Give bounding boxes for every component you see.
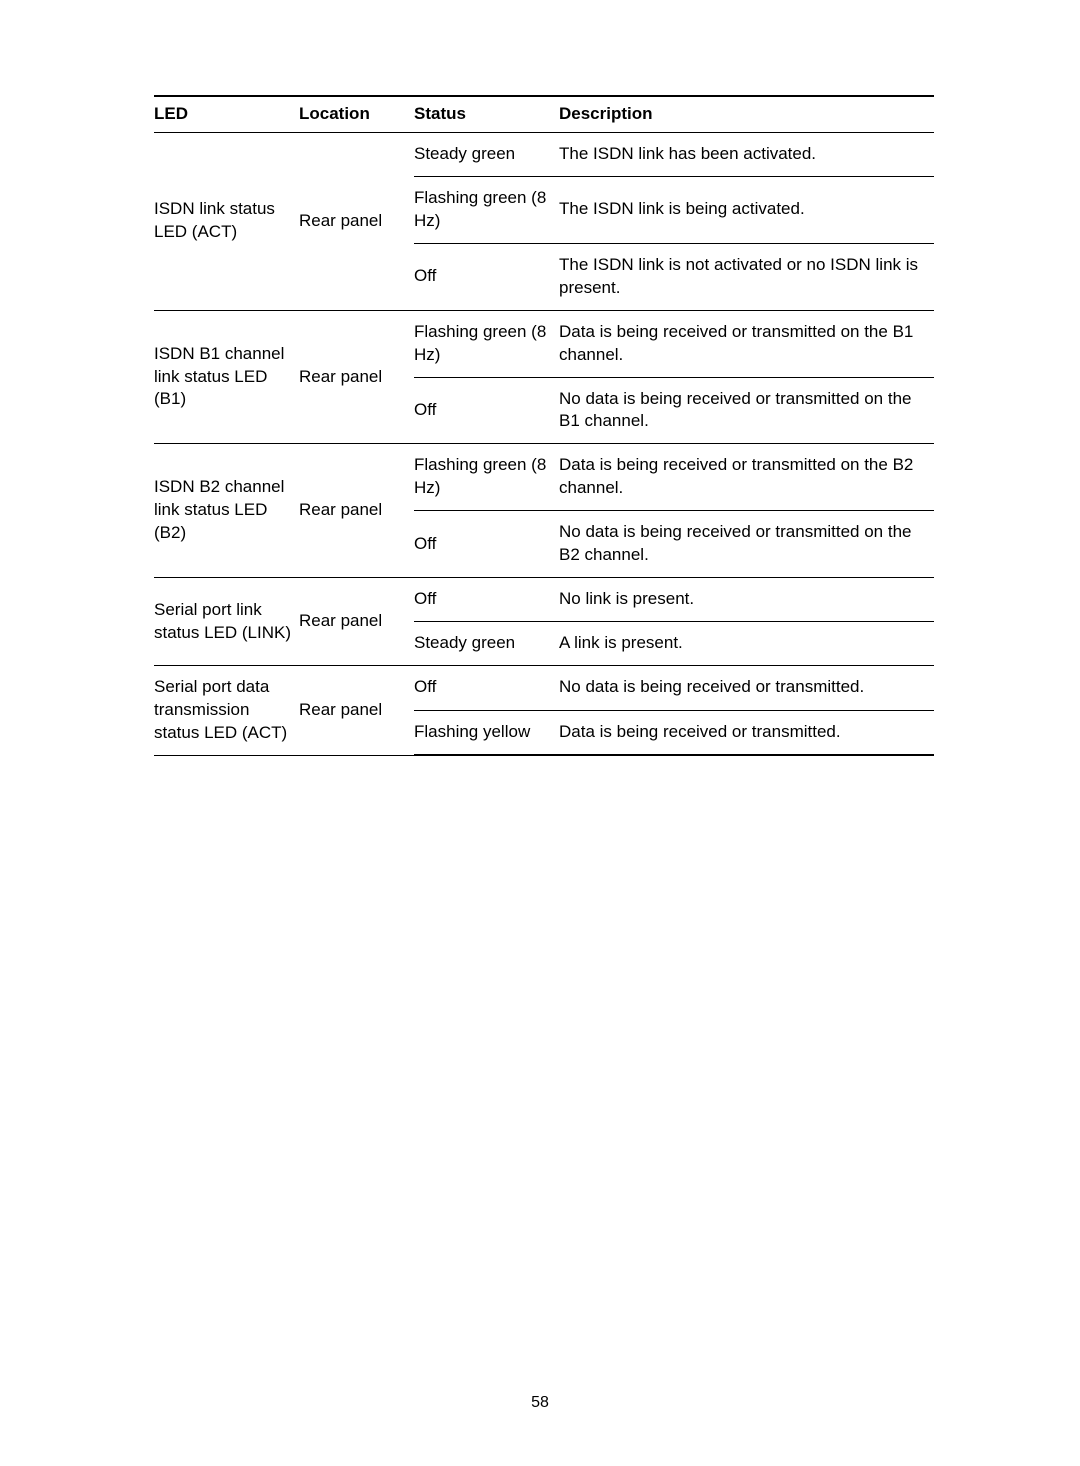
cell-led: ISDN B2 channel link status LED (B2): [154, 444, 299, 578]
cell-led: ISDN B1 channel link status LED (B1): [154, 310, 299, 444]
cell-location: Rear panel: [299, 666, 414, 756]
cell-description: The ISDN link is not activated or no ISD…: [559, 243, 934, 310]
cell-location: Rear panel: [299, 310, 414, 444]
cell-status: Off: [414, 666, 559, 711]
cell-status: Flashing yellow: [414, 710, 559, 755]
cell-description: The ISDN link is being activated.: [559, 176, 934, 243]
cell-led: Serial port data transmission status LED…: [154, 666, 299, 756]
cell-location: Rear panel: [299, 132, 414, 310]
page-number: 58: [0, 1394, 1080, 1412]
cell-status: Flashing green (8 Hz): [414, 176, 559, 243]
cell-description: Data is being received or transmitted on…: [559, 310, 934, 377]
cell-led: Serial port link status LED (LINK): [154, 578, 299, 666]
cell-description: Data is being received or transmitted.: [559, 710, 934, 755]
table-row: Serial port data transmission status LED…: [154, 666, 934, 711]
col-header-led: LED: [154, 96, 299, 132]
cell-description: No data is being received or transmitted…: [559, 377, 934, 444]
cell-status: Steady green: [414, 132, 559, 176]
col-header-description: Description: [559, 96, 934, 132]
cell-status: Flashing green (8 Hz): [414, 310, 559, 377]
table-header-row: LED Location Status Description: [154, 96, 934, 132]
cell-status: Off: [414, 377, 559, 444]
cell-description: No data is being received or transmitted…: [559, 511, 934, 578]
cell-description: No data is being received or transmitted…: [559, 666, 934, 711]
document-page: LED Location Status Description ISDN lin…: [0, 0, 1080, 1466]
cell-status: Off: [414, 511, 559, 578]
cell-led: ISDN link status LED (ACT): [154, 132, 299, 310]
cell-location: Rear panel: [299, 444, 414, 578]
cell-status: Flashing green (8 Hz): [414, 444, 559, 511]
cell-description: The ISDN link has been activated.: [559, 132, 934, 176]
cell-status: Off: [414, 578, 559, 622]
cell-status: Off: [414, 243, 559, 310]
table-row: ISDN B1 channel link status LED (B1) Rea…: [154, 310, 934, 377]
table-row: ISDN B2 channel link status LED (B2) Rea…: [154, 444, 934, 511]
table-row: ISDN link status LED (ACT) Rear panel St…: [154, 132, 934, 176]
cell-description: A link is present.: [559, 622, 934, 666]
cell-description: Data is being received or transmitted on…: [559, 444, 934, 511]
col-header-location: Location: [299, 96, 414, 132]
table-row: Serial port link status LED (LINK) Rear …: [154, 578, 934, 622]
cell-status: Steady green: [414, 622, 559, 666]
led-status-table-container: LED Location Status Description ISDN lin…: [154, 95, 934, 756]
led-status-table: LED Location Status Description ISDN lin…: [154, 95, 934, 756]
cell-location: Rear panel: [299, 578, 414, 666]
col-header-status: Status: [414, 96, 559, 132]
cell-description: No link is present.: [559, 578, 934, 622]
